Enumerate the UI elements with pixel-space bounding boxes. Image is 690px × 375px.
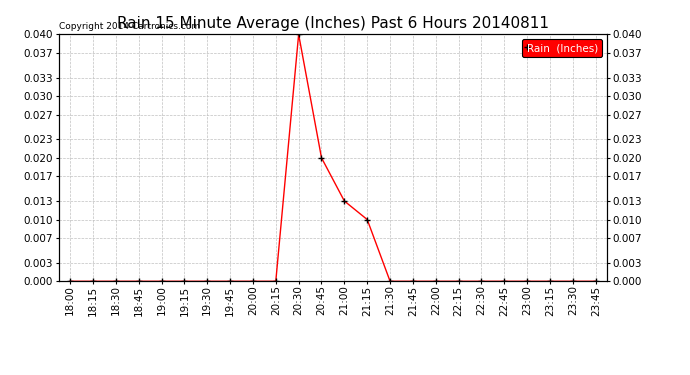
- Legend: Rain  (Inches): Rain (Inches): [522, 39, 602, 57]
- Rain  (Inches): [226, 279, 234, 284]
- Rain  (Inches): [249, 279, 257, 284]
- Rain  (Inches): [340, 199, 348, 203]
- Rain  (Inches): [157, 279, 166, 284]
- Rain  (Inches): [180, 279, 188, 284]
- Rain  (Inches): [432, 279, 440, 284]
- Rain  (Inches): [408, 279, 417, 284]
- Rain  (Inches): [591, 279, 600, 284]
- Rain  (Inches): [272, 279, 280, 284]
- Rain  (Inches): [523, 279, 531, 284]
- Text: Copyright 2014 Cartronics.com: Copyright 2014 Cartronics.com: [59, 22, 200, 31]
- Rain  (Inches): [66, 279, 75, 284]
- Rain  (Inches): [317, 156, 326, 160]
- Rain  (Inches): [89, 279, 97, 284]
- Title: Rain 15 Minute Average (Inches) Past 6 Hours 20140811: Rain 15 Minute Average (Inches) Past 6 H…: [117, 16, 549, 31]
- Rain  (Inches): [546, 279, 554, 284]
- Rain  (Inches): [455, 279, 463, 284]
- Rain  (Inches): [386, 279, 394, 284]
- Line: Rain  (Inches): Rain (Inches): [68, 32, 598, 284]
- Rain  (Inches): [500, 279, 509, 284]
- Rain  (Inches): [569, 279, 577, 284]
- Rain  (Inches): [112, 279, 120, 284]
- Rain  (Inches): [135, 279, 143, 284]
- Rain  (Inches): [203, 279, 211, 284]
- Rain  (Inches): [477, 279, 486, 284]
- Rain  (Inches): [295, 32, 303, 37]
- Rain  (Inches): [363, 217, 371, 222]
